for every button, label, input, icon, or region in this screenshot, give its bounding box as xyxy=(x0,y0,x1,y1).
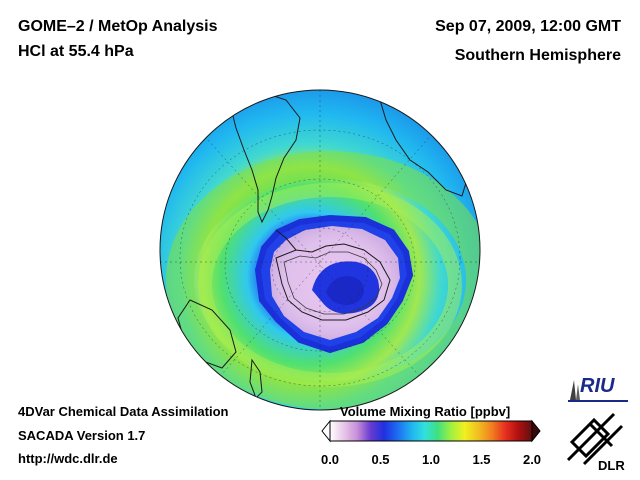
colorbar-under-arrow xyxy=(321,419,331,443)
method-label: 4DVar Chemical Data Assimilation xyxy=(18,404,229,419)
colorbar-tick-label: 0.0 xyxy=(320,452,340,467)
colorbar-tick-label: 1.0 xyxy=(421,452,441,467)
riu-logo-text: RIU xyxy=(580,375,615,397)
dlr-logo-text: DLR xyxy=(598,458,625,473)
colorbar-tick-label: 0.5 xyxy=(371,452,390,467)
colorbar-ramp xyxy=(329,420,533,442)
region-label: Southern Hemisphere xyxy=(454,47,621,64)
riu-logo-icon: RIU xyxy=(568,375,628,402)
colorbar-over-arrow xyxy=(531,419,541,443)
colorbar-tick-label: 2.0 xyxy=(522,452,542,467)
map-title: GOME–2 / MetOp Analysis xyxy=(18,18,218,35)
datetime-label: Sep 07, 2009, 12:00 GMT xyxy=(435,18,621,35)
dlr-logo-icon: DLR xyxy=(566,412,625,473)
version-label: SACADA Version 1.7 xyxy=(18,428,146,443)
source-url: http://wdc.dlr.de xyxy=(18,451,118,466)
colorbar xyxy=(321,419,541,443)
species-level-label: HCl at 55.4 hPa xyxy=(18,43,134,60)
colorbar-label: Volume Mixing Ratio [ppbv] xyxy=(340,404,511,419)
colorbar-tick-label: 1.5 xyxy=(472,452,491,467)
